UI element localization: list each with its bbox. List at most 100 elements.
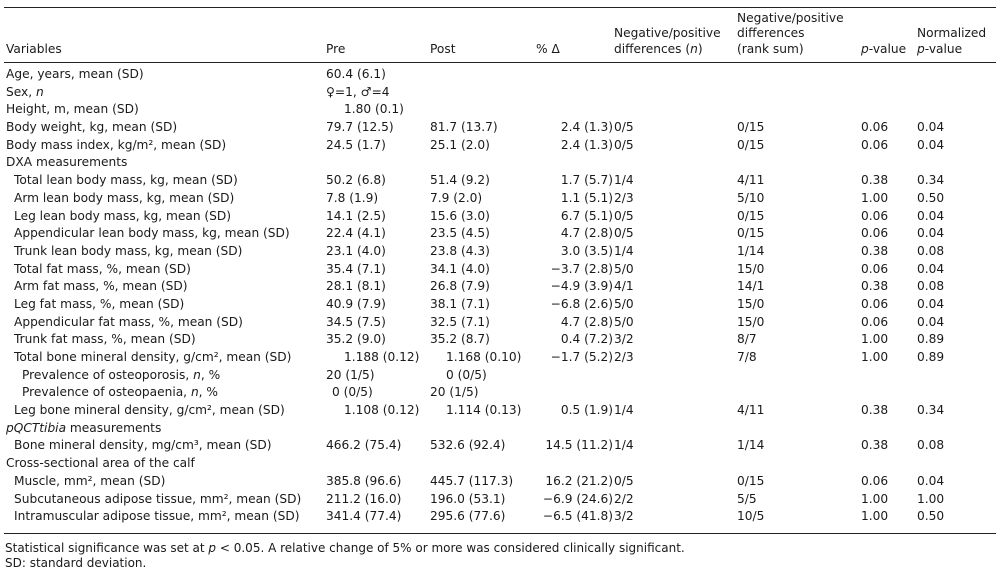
- cell-pct-delta: 14.5 (11.2): [545, 438, 613, 453]
- cell-post: 7.9 (2.0): [430, 190, 483, 205]
- table-row: Total fat mass, %, mean (SD) 35.4 (7.1) 34…: [0, 261, 1000, 279]
- table-row: Leg bone mineral density, g/cm², mean (S…: [0, 402, 1000, 420]
- cell-variable: Trunk fat mass, %, mean (SD): [14, 332, 196, 347]
- cell-p-value: 0.06: [861, 314, 889, 329]
- cell-variable: Intramuscular adipose tissue, mm², mean …: [14, 509, 300, 524]
- cell-post: 15.6 (3.0): [430, 208, 490, 223]
- table-row: Body weight, kg, mean (SD) 79.7 (12.5) 81.…: [0, 119, 1000, 137]
- cell-neg-pos-differences: 0/5: [614, 226, 634, 241]
- cell-neg-pos-differences: 0/5: [614, 120, 634, 135]
- cell-normalized-p-value: 0.89: [917, 350, 945, 364]
- cell-rank-sum: 0/15: [737, 208, 765, 223]
- cell-post: 1.114 (0.13): [446, 403, 522, 418]
- cell-pre: 341.4 (77.4): [326, 509, 402, 524]
- cell-p-value: 0.38: [861, 403, 889, 418]
- cell-neg-pos-differences: 5/0: [614, 296, 634, 311]
- cell-rank-sum: 0/15: [737, 137, 765, 152]
- cell-normalized-p-value: 0.34: [917, 173, 945, 188]
- cell-post: 26.8 (7.9): [430, 279, 490, 294]
- cell-rank-sum: 0/15: [737, 473, 765, 488]
- cell-rank-sum: 15/0: [737, 261, 765, 276]
- cell-neg-pos-differences: 5/0: [614, 314, 634, 329]
- table-header: Variables Pre Post % Δ Negative/positive…: [0, 10, 1000, 62]
- cell-neg-pos-differences: 1/4: [614, 438, 634, 453]
- cell-pct-delta: 3.0 (3.5): [560, 243, 613, 258]
- table-row: Sex, n ♀=1, ♂=4: [0, 84, 1000, 102]
- cell-pre: ♀=1, ♂=4: [326, 84, 390, 99]
- cell-p-value: 0.38: [861, 279, 889, 294]
- table-row: Appendicular lean body mass, kg, mean (S…: [0, 225, 1000, 243]
- cell-variable: DXA measurements: [6, 155, 128, 170]
- cell-pre: 385.8 (96.6): [326, 473, 402, 488]
- cell-pct-delta: −4.9 (3.9): [550, 279, 613, 294]
- cell-neg-pos-differences: 3/2: [614, 509, 634, 524]
- table-footnote: Statistical significance was set at p < …: [5, 541, 685, 571]
- cell-variable: Prevalence of osteopaenia, n, %: [22, 385, 219, 400]
- table-row: Prevalence of osteopaenia, n, % 0 (0/5) 20…: [0, 384, 1000, 402]
- cell-pre: 1.108 (0.12): [344, 403, 420, 418]
- cell-p-value: 0.06: [861, 226, 889, 241]
- cell-pct-delta: 16.2 (21.2): [545, 473, 613, 488]
- cell-p-value: 0.06: [861, 261, 889, 276]
- cell-neg-pos-differences: 5/0: [614, 261, 634, 276]
- table-row: Leg lean body mass, kg, mean (SD) 14.1 (2…: [0, 208, 1000, 226]
- cell-pct-delta: −1.7 (5.2): [550, 350, 613, 364]
- table-row: Total bone mineral density, g/cm², mean …: [0, 349, 1000, 367]
- cell-variable: pQCTtibia measurements: [6, 420, 162, 435]
- cell-pre: 20 (1/5): [326, 367, 375, 382]
- cell-rank-sum: 1/14: [737, 438, 765, 453]
- cell-pct-delta: 4.7 (2.8): [560, 314, 613, 329]
- cell-variable: Bone mineral density, mg/cm³, mean (SD): [14, 438, 272, 453]
- cell-variable: Appendicular fat mass, %, mean (SD): [14, 314, 243, 329]
- cell-variable: Trunk lean body mass, kg, mean (SD): [14, 243, 243, 258]
- cell-variable: Prevalence of osteoporosis, n, %: [22, 367, 221, 382]
- cell-pre: 211.2 (16.0): [326, 491, 402, 506]
- cell-pre: 28.1 (8.1): [326, 279, 386, 294]
- cell-pre: 7.8 (1.9): [326, 190, 379, 205]
- cell-rank-sum: 10/5: [737, 509, 765, 524]
- cell-post: 81.7 (13.7): [430, 120, 498, 135]
- cell-normalized-p-value: 0.04: [917, 473, 945, 488]
- cell-p-value: 0.38: [861, 243, 889, 258]
- cell-neg-pos-differences: 1/4: [614, 173, 634, 188]
- table-row: Bone mineral density, mg/cm³, mean (SD) 4…: [0, 437, 1000, 455]
- cell-neg-pos-differences: 2/3: [614, 350, 634, 364]
- cell-pre: 466.2 (75.4): [326, 438, 402, 453]
- cell-variable: Leg bone mineral density, g/cm², mean (S…: [14, 403, 285, 418]
- cell-variable: Height, m, mean (SD): [6, 102, 139, 117]
- cell-p-value: 0.06: [861, 208, 889, 223]
- cell-post: 23.8 (4.3): [430, 243, 490, 258]
- table-row: Appendicular fat mass, %, mean (SD) 34.5 …: [0, 314, 1000, 332]
- cell-variable: Subcutaneous adipose tissue, mm², mean (…: [14, 491, 302, 506]
- table-bottom-rule: [4, 533, 996, 534]
- cell-neg-pos-differences: 1/4: [614, 403, 634, 418]
- cell-normalized-p-value: 1.00: [917, 491, 945, 506]
- cell-pct-delta: −6.9 (24.6): [542, 491, 613, 506]
- cell-normalized-p-value: 0.08: [917, 438, 945, 453]
- cell-pre: 1.188 (0.12): [344, 350, 420, 364]
- cell-p-value: 0.06: [861, 473, 889, 488]
- table-row: pQCTtibia measurements: [0, 420, 1000, 438]
- cell-pct-delta: 2.4 (1.3): [560, 137, 613, 152]
- cell-pre: 60.4 (6.1): [326, 67, 386, 81]
- cell-rank-sum: 1/14: [737, 243, 765, 258]
- cell-post: 0 (0/5): [446, 367, 487, 382]
- cell-p-value: 0.38: [861, 438, 889, 453]
- cell-normalized-p-value: 0.34: [917, 403, 945, 418]
- table-row: Body mass index, kg/m², mean (SD) 24.5 (1…: [0, 137, 1000, 155]
- cell-p-value: 1.00: [861, 350, 889, 364]
- cell-pct-delta: 0.5 (1.9): [560, 403, 613, 418]
- cell-normalized-p-value: 0.04: [917, 261, 945, 276]
- table-row: Trunk lean body mass, kg, mean (SD) 23.1 …: [0, 243, 1000, 261]
- footnote-significance: Statistical significance was set at p < …: [5, 541, 685, 555]
- cell-variable: Leg fat mass, %, mean (SD): [14, 296, 185, 311]
- cell-post: 532.6 (92.4): [430, 438, 506, 453]
- cell-variable: Appendicular lean body mass, kg, mean (S…: [14, 226, 290, 241]
- cell-pre: 35.4 (7.1): [326, 261, 386, 276]
- header-post: Post: [430, 41, 456, 56]
- cell-pct-delta: 1.1 (5.1): [560, 190, 613, 205]
- cell-rank-sum: 0/15: [737, 120, 765, 135]
- cell-post: 34.1 (4.0): [430, 261, 490, 276]
- cell-variable: Total lean body mass, kg, mean (SD): [14, 173, 238, 188]
